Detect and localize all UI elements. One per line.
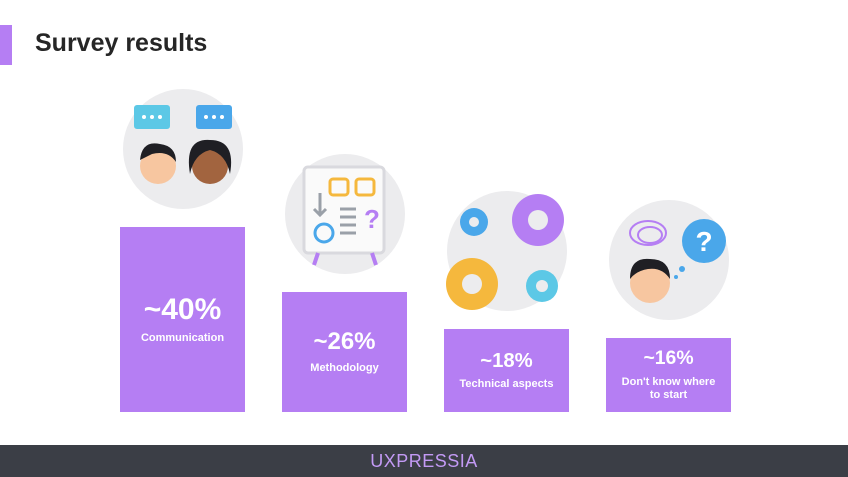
value-label: ~18% (480, 349, 533, 372)
value-label: ~40% (143, 293, 222, 327)
icon-methodology: ? (284, 153, 405, 274)
value-label: ~16% (643, 347, 694, 370)
bar: ~26% Methodology (282, 291, 407, 412)
accent (0, 25, 12, 65)
bar: ~40% Communication (120, 227, 245, 412)
bar: ~16% Don't know where to start (606, 338, 731, 412)
category-label: Methodology (310, 361, 379, 374)
svg-text:?: ? (364, 204, 380, 234)
svg-text:?: ? (695, 226, 712, 257)
footer: UXPRESSIA (0, 445, 848, 477)
chart-title: Survey results (35, 29, 208, 57)
brand-logo: UXPRESSIA (370, 450, 478, 471)
bar: ~18% Technical aspects (444, 328, 569, 412)
value-label: ~26% (313, 328, 376, 356)
category-label: Communication (140, 332, 225, 345)
icon-technical (445, 190, 567, 311)
category-label: Don't know where to start (621, 375, 716, 401)
icon-dont-know: ? (608, 200, 729, 321)
icon-communication (122, 89, 243, 210)
category-label: Technical aspects (459, 377, 554, 390)
